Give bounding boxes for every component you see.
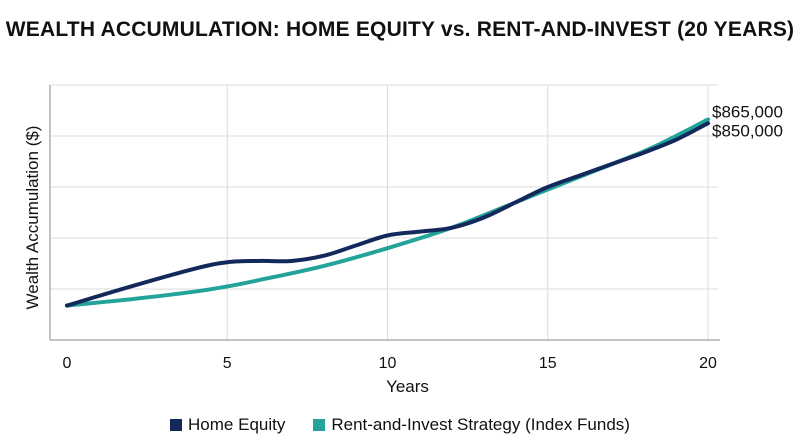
legend: Home Equity Rent-and-Invest Strategy (In… (0, 415, 800, 435)
series-line-home-equity (65, 121, 710, 308)
x-tick-label-1: 5 (223, 355, 232, 372)
legend-swatch-rent-invest (313, 419, 326, 431)
chart-title: WEALTH ACCUMULATION: HOME EQUITY vs. REN… (5, 18, 795, 41)
legend-label-home-equity: Home Equity (188, 415, 286, 434)
x-tick-label-4: 20 (699, 355, 717, 372)
x-tick-label-0: 0 (63, 355, 72, 372)
legend-item-home-equity: Home Equity (170, 415, 285, 435)
x-tick-label-3: 15 (539, 355, 557, 372)
legend-swatch-home-equity (170, 419, 183, 431)
legend-item-rent-invest: Rent-and-Invest Strategy (Index Funds) (313, 415, 630, 435)
x-axis-label: Years (386, 377, 429, 396)
end-label-rent-invest: $865,000 (712, 102, 783, 121)
y-axis-label: Wealth Accumulation ($) (23, 126, 42, 310)
x-tick-label-2: 10 (379, 355, 397, 372)
legend-label-rent-invest: Rent-and-Invest Strategy (Index Funds) (331, 415, 630, 434)
end-label-home-equity: $850,000 (712, 121, 783, 140)
